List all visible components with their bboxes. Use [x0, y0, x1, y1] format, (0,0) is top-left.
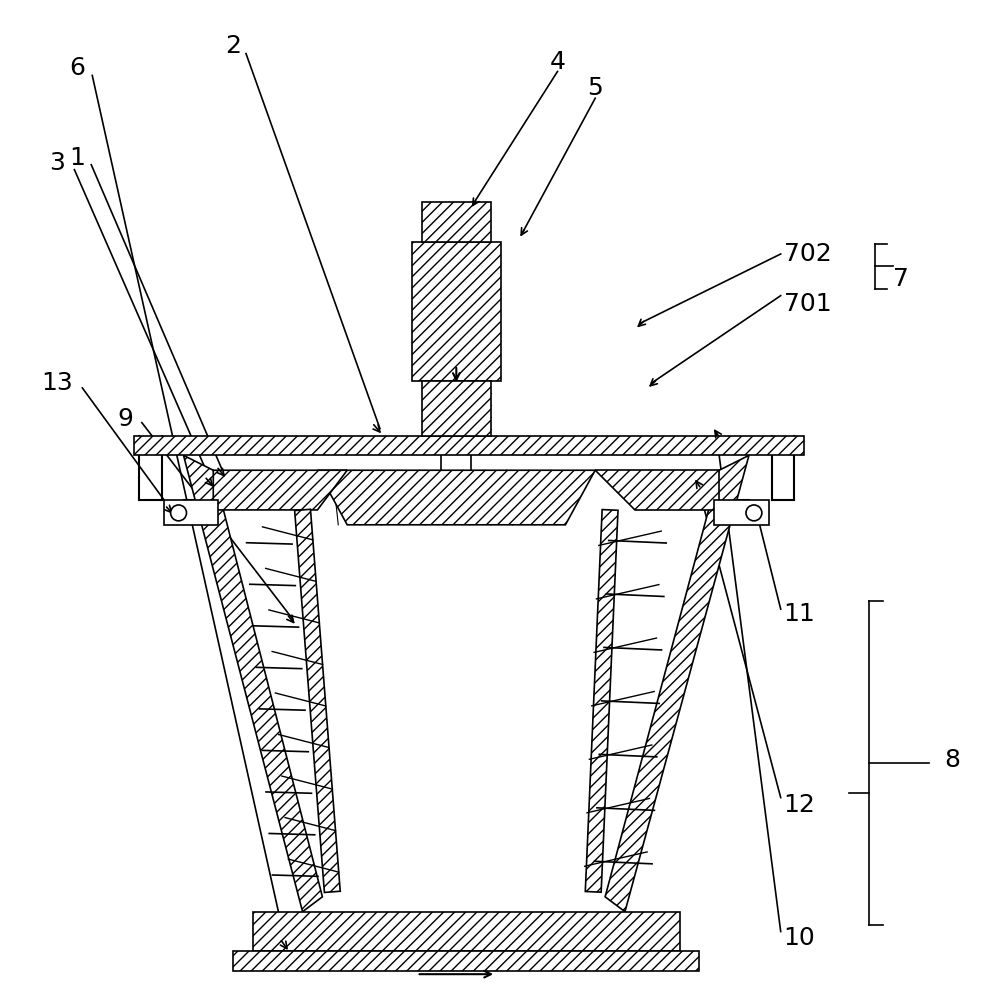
- Text: 4: 4: [550, 50, 565, 74]
- Polygon shape: [412, 242, 501, 381]
- Text: 7: 7: [893, 267, 909, 291]
- Polygon shape: [253, 912, 680, 951]
- Text: 5: 5: [587, 76, 603, 100]
- Polygon shape: [422, 202, 491, 242]
- Polygon shape: [605, 455, 749, 912]
- Polygon shape: [233, 951, 699, 971]
- Circle shape: [171, 505, 186, 521]
- Text: 8: 8: [944, 748, 960, 772]
- Text: 701: 701: [784, 292, 831, 316]
- Polygon shape: [134, 436, 804, 455]
- Polygon shape: [585, 510, 618, 892]
- Polygon shape: [295, 509, 340, 892]
- Text: 1: 1: [69, 146, 85, 170]
- Polygon shape: [422, 381, 491, 436]
- Polygon shape: [184, 455, 322, 912]
- Polygon shape: [317, 470, 595, 525]
- Text: 10: 10: [784, 926, 815, 950]
- Text: 3: 3: [50, 151, 65, 175]
- Text: 11: 11: [784, 602, 815, 626]
- Polygon shape: [213, 470, 347, 510]
- Text: 12: 12: [784, 793, 815, 817]
- Text: 13: 13: [42, 371, 73, 395]
- Text: 2: 2: [225, 34, 241, 58]
- Text: 6: 6: [69, 56, 85, 80]
- Text: 702: 702: [784, 242, 831, 266]
- Text: 9: 9: [117, 407, 133, 431]
- Polygon shape: [164, 500, 218, 525]
- Polygon shape: [714, 500, 769, 525]
- Polygon shape: [595, 470, 719, 510]
- Circle shape: [746, 505, 762, 521]
